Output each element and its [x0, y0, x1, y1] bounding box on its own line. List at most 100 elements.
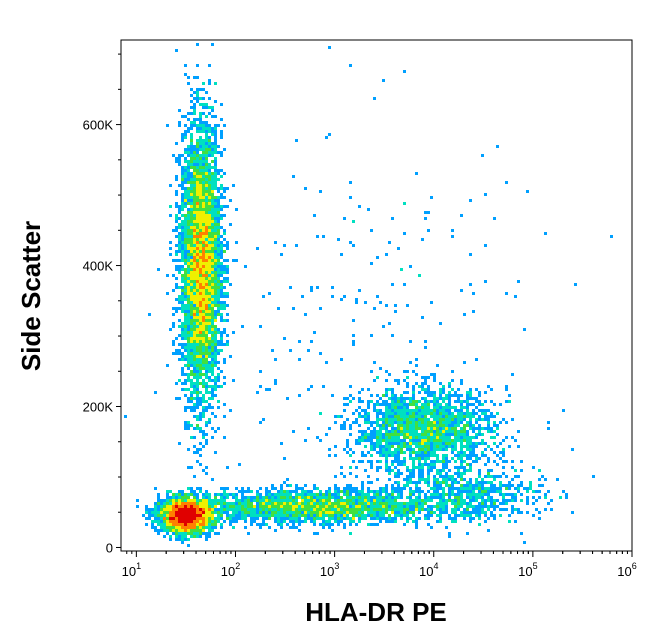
density-cell — [403, 415, 406, 418]
density-cell — [385, 418, 388, 421]
density-cell — [448, 403, 451, 406]
density-cell — [505, 484, 508, 487]
density-cell — [181, 301, 184, 304]
density-cell — [187, 181, 190, 184]
density-cell — [214, 295, 217, 298]
density-cell — [190, 163, 193, 166]
density-cell — [205, 421, 208, 424]
density-cell — [193, 526, 196, 529]
density-cell — [331, 511, 334, 514]
density-cell — [154, 517, 157, 520]
density-cell — [220, 514, 223, 517]
density-cell — [181, 346, 184, 349]
density-cell — [406, 511, 409, 514]
density-cell — [238, 490, 241, 493]
density-cell — [211, 265, 214, 268]
density-cell — [460, 214, 463, 217]
density-cell — [187, 280, 190, 283]
density-cell — [496, 145, 499, 148]
density-cell — [364, 439, 367, 442]
density-cell — [205, 523, 208, 526]
density-cell — [397, 406, 400, 409]
density-cell — [430, 493, 433, 496]
density-cell — [256, 247, 259, 250]
density-cell — [223, 499, 226, 502]
density-cell — [181, 532, 184, 535]
density-cell — [448, 418, 451, 421]
density-cell — [208, 178, 211, 181]
density-cell — [184, 388, 187, 391]
density-cell — [328, 493, 331, 496]
density-cell — [373, 505, 376, 508]
density-cell — [202, 532, 205, 535]
density-cell — [286, 502, 289, 505]
density-cell — [190, 409, 193, 412]
density-cell — [412, 511, 415, 514]
density-cell — [190, 466, 193, 469]
density-cell — [193, 166, 196, 169]
density-cell — [208, 124, 211, 127]
density-cell — [190, 517, 193, 520]
density-cell — [205, 292, 208, 295]
density-cell — [340, 499, 343, 502]
density-cell — [190, 313, 193, 316]
density-cell — [484, 244, 487, 247]
density-cell — [223, 496, 226, 499]
density-cell — [493, 421, 496, 424]
density-cell — [202, 301, 205, 304]
density-cell — [175, 205, 178, 208]
density-cell — [211, 517, 214, 520]
density-cell — [349, 448, 352, 451]
density-cell — [214, 205, 217, 208]
density-cell — [181, 307, 184, 310]
density-cell — [301, 505, 304, 508]
density-cell — [451, 481, 454, 484]
density-cell — [196, 361, 199, 364]
density-cell — [214, 355, 217, 358]
density-cell — [337, 520, 340, 523]
density-cell — [388, 433, 391, 436]
density-cell — [421, 439, 424, 442]
density-cell — [409, 421, 412, 424]
density-cell — [184, 532, 187, 535]
density-cell — [190, 283, 193, 286]
density-cell — [400, 463, 403, 466]
density-cell — [220, 499, 223, 502]
density-cell — [535, 490, 538, 493]
density-cell — [385, 409, 388, 412]
density-cell — [181, 289, 184, 292]
density-cell — [196, 403, 199, 406]
density-cell — [463, 418, 466, 421]
density-cell — [214, 271, 217, 274]
density-cell — [457, 412, 460, 415]
density-cell — [181, 226, 184, 229]
density-cell — [472, 499, 475, 502]
density-cell — [376, 499, 379, 502]
density-cell — [199, 184, 202, 187]
density-cell — [211, 295, 214, 298]
density-cell — [280, 514, 283, 517]
density-cell — [286, 517, 289, 520]
density-cell — [202, 394, 205, 397]
density-cell — [478, 394, 481, 397]
density-cell — [361, 460, 364, 463]
density-cell — [406, 505, 409, 508]
density-cell — [430, 469, 433, 472]
density-cell — [184, 268, 187, 271]
density-cell — [487, 487, 490, 490]
density-cell — [184, 196, 187, 199]
density-cell — [382, 421, 385, 424]
density-cell — [220, 169, 223, 172]
density-cell — [202, 385, 205, 388]
density-cell — [178, 238, 181, 241]
density-cell — [475, 511, 478, 514]
density-cell — [295, 514, 298, 517]
density-cell — [439, 496, 442, 499]
density-cell — [196, 355, 199, 358]
density-cell — [562, 490, 565, 493]
density-cell — [412, 370, 415, 373]
density-cell — [430, 391, 433, 394]
density-cell — [331, 505, 334, 508]
density-cell — [268, 517, 271, 520]
density-cell — [286, 523, 289, 526]
